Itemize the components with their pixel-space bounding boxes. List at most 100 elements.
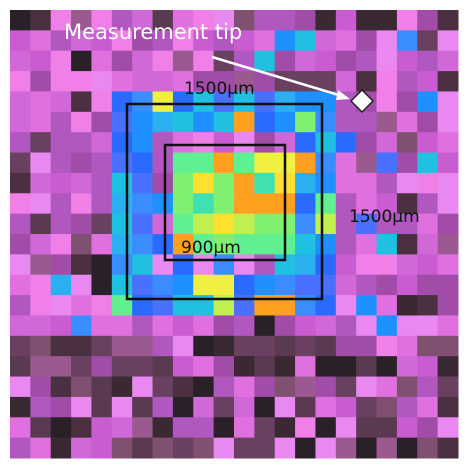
heatmap-cell <box>295 132 316 153</box>
heatmap-cell <box>91 153 112 174</box>
heatmap-cell <box>377 356 398 377</box>
heatmap-cell <box>51 377 72 398</box>
heatmap-cell <box>173 417 194 438</box>
heatmap-cell <box>417 234 438 255</box>
heatmap-cell <box>112 153 133 174</box>
page: Measurement tip 1500µm 1500µm 900µm (() … <box>0 0 468 469</box>
heatmap-cell <box>275 30 296 51</box>
heatmap-cell <box>10 438 31 459</box>
heatmap-cell <box>254 377 275 398</box>
heatmap-cell <box>438 336 459 357</box>
heatmap-cell <box>438 71 459 92</box>
heatmap-cell <box>153 275 174 296</box>
heatmap-cell <box>10 71 31 92</box>
heatmap-cell <box>356 438 377 459</box>
heatmap-cell <box>112 51 133 72</box>
heatmap-cell <box>295 10 316 31</box>
heatmap-cell <box>397 234 418 255</box>
heatmap-cell <box>30 377 51 398</box>
heatmap-cell <box>438 315 459 336</box>
heatmap-cell <box>377 275 398 296</box>
heatmap-cell <box>153 336 174 357</box>
heatmap-cell <box>214 438 235 459</box>
heatmap-cell <box>91 336 112 357</box>
heatmap-cell <box>51 234 72 255</box>
heatmap-cell <box>438 132 459 153</box>
heatmap-cell <box>254 397 275 418</box>
heatmap-cell <box>438 438 459 459</box>
heatmap-cell <box>438 51 459 72</box>
heatmap-cell <box>30 234 51 255</box>
heatmap-cell <box>397 417 418 438</box>
heatmap-cell <box>112 315 133 336</box>
heatmap-cell <box>438 295 459 316</box>
heatmap-cell <box>377 336 398 357</box>
heatmap-cell <box>91 214 112 235</box>
heatmap-cell <box>30 91 51 112</box>
heatmap-cell <box>173 112 194 133</box>
heatmap-cell <box>438 112 459 133</box>
heatmap-cell <box>356 112 377 133</box>
heatmap-cell <box>438 275 459 296</box>
heatmap-cell <box>132 315 153 336</box>
heatmap-cell <box>315 153 336 174</box>
heatmap-cell <box>10 356 31 377</box>
heatmap-cell <box>30 295 51 316</box>
heatmap-cell <box>254 132 275 153</box>
heatmap-cell <box>417 397 438 418</box>
heatmap-cell <box>315 10 336 31</box>
heatmap-cell <box>417 173 438 194</box>
heatmap-cell <box>153 234 174 255</box>
heatmap-cell <box>30 51 51 72</box>
outer-width-label: 1500µm <box>184 79 255 99</box>
heatmap-cell <box>254 51 275 72</box>
heatmap-cell <box>377 254 398 275</box>
heatmap-cell <box>377 71 398 92</box>
heatmap-cell <box>214 315 235 336</box>
heatmap-cell <box>71 91 92 112</box>
heatmap-cell <box>71 295 92 316</box>
heatmap-cell <box>132 234 153 255</box>
heatmap-cell <box>153 51 174 72</box>
heatmap-cell <box>10 112 31 133</box>
heatmap-cell <box>417 30 438 51</box>
heatmap-cell <box>112 112 133 133</box>
heatmap-cell <box>30 275 51 296</box>
heatmap-cell <box>356 10 377 31</box>
heatmap-cell <box>356 71 377 92</box>
heatmap-cell <box>377 438 398 459</box>
heatmap-cell <box>356 132 377 153</box>
heatmap-cell <box>295 356 316 377</box>
heatmap-cell <box>295 336 316 357</box>
heatmap-cell <box>377 132 398 153</box>
heatmap-cell <box>214 397 235 418</box>
heatmap-cell <box>153 397 174 418</box>
heatmap-cell <box>377 173 398 194</box>
heatmap-cell <box>417 295 438 316</box>
heatmap-cell <box>193 214 214 235</box>
heatmap-cell <box>275 336 296 357</box>
heatmap-cell <box>315 234 336 255</box>
heatmap-cell <box>132 71 153 92</box>
heatmap-cell <box>51 356 72 377</box>
heatmap-cell <box>173 377 194 398</box>
heatmap-cell <box>438 417 459 438</box>
heatmap-cell <box>71 214 92 235</box>
heatmap-cell <box>153 91 174 112</box>
heatmap-cell <box>30 315 51 336</box>
heatmap-cell <box>417 438 438 459</box>
heatmap-cell <box>132 153 153 174</box>
heatmap-cell <box>254 336 275 357</box>
heatmap-cell <box>234 112 255 133</box>
heatmap-cell <box>132 254 153 275</box>
heatmap-cell <box>10 193 31 214</box>
heatmap-cell <box>336 377 357 398</box>
heatmap-cell <box>275 438 296 459</box>
heatmap-cell <box>71 173 92 194</box>
heatmap-cell <box>397 173 418 194</box>
heatmap-cell <box>10 214 31 235</box>
heatmap-cell <box>173 315 194 336</box>
heatmap-cell <box>153 315 174 336</box>
heatmap-cell <box>173 275 194 296</box>
heatmap-cell <box>51 417 72 438</box>
